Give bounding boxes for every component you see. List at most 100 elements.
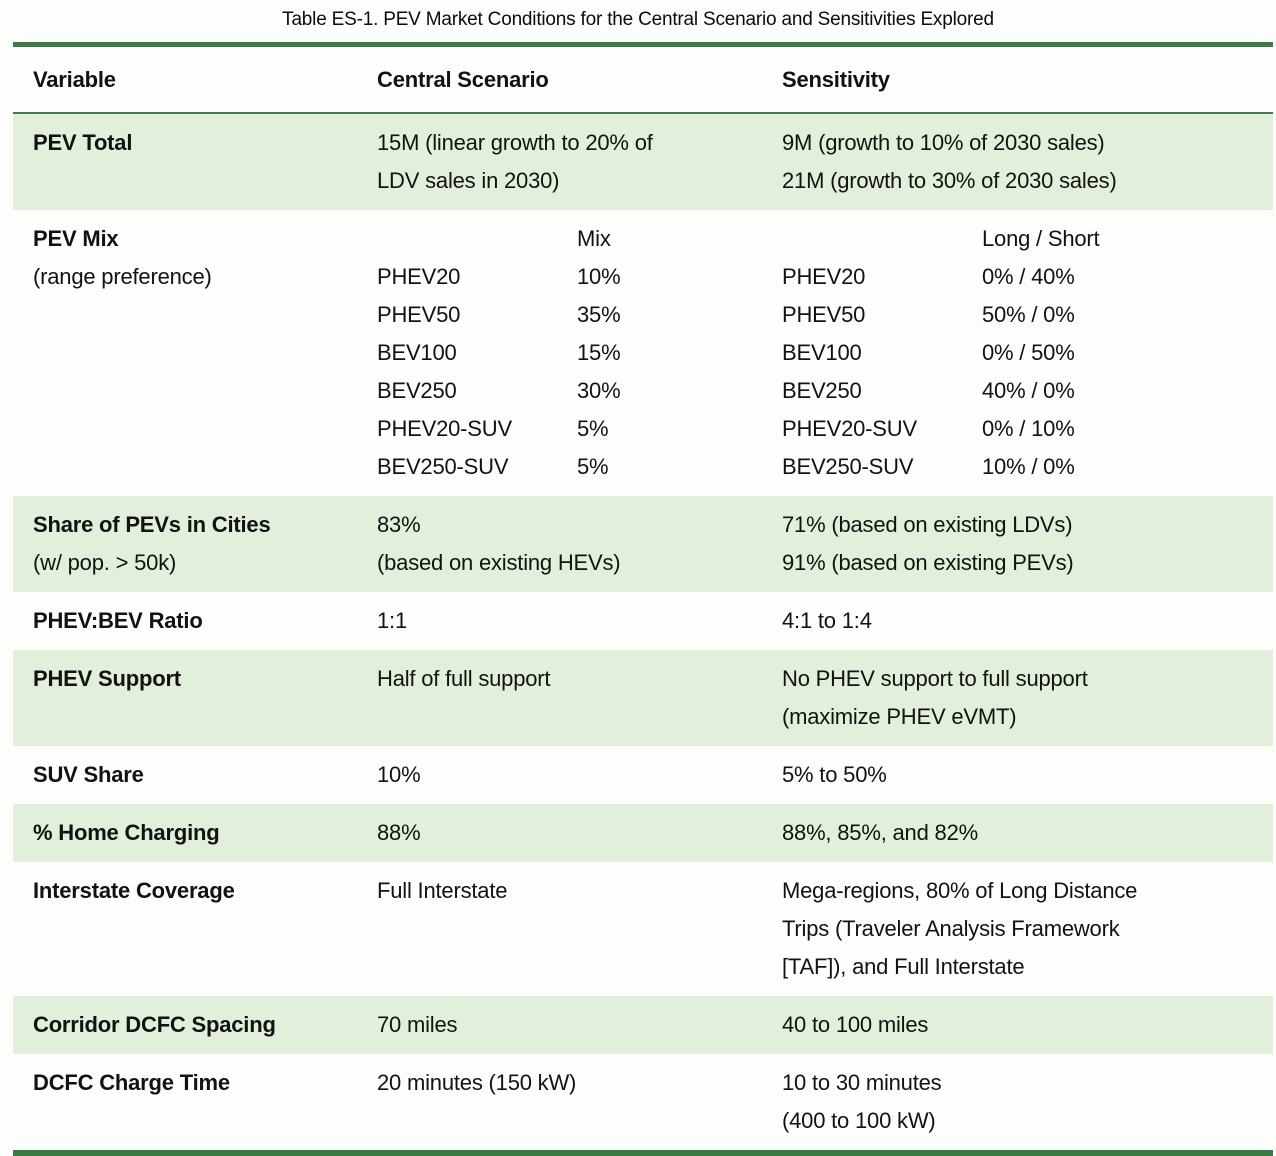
sensitivity-mix-subtable: Long / Short PHEV20 0% / 40% PHEV50 50% … [782,220,1265,486]
cell-central: Mix PHEV20 10% PHEV50 35% BEV100 15% BEV… [365,210,770,496]
table-row-home-charging: % Home Charging 88% 88%, 85%, and 82% [13,804,1273,862]
mix-name: PHEV20 [377,264,461,289]
cell-line: 88%, 85%, and 82% [782,820,978,845]
cell-sensitivity: 4:1 to 1:4 [770,592,1273,650]
pev-market-conditions-table: Variable Central Scenario Sensitivity PE… [13,42,1273,1156]
mix-value: 50% / 0% [982,302,1075,327]
mix-value: 35% [577,302,621,327]
mix-value: 15% [577,340,621,365]
cell-central: 83% (based on existing HEVs) [365,496,770,592]
row-variable-label: PHEV Support [33,666,181,691]
mix-name: BEV250-SUV [377,454,509,479]
cell-line: Trips (Traveler Analysis Framework [782,916,1120,941]
mix-value: 30% [577,378,621,403]
mix-name-blank [782,220,982,258]
mix-value: 5% [577,416,609,441]
cell-central: Full Interstate [365,862,770,996]
cell-sensitivity: Long / Short PHEV20 0% / 40% PHEV50 50% … [770,210,1273,496]
cell-central: Half of full support [365,650,770,746]
col-header-central-scenario: Central Scenario [377,67,549,92]
cell-line: 40 to 100 miles [782,1012,929,1037]
mix-value: 5% [577,454,609,479]
mix-name: BEV250 [782,378,862,403]
mix-value: 10% / 0% [982,454,1075,479]
row-variable-note: (range preference) [33,264,212,289]
row-variable-label: PEV Mix [33,226,119,251]
table-row-share-of-pevs: Share of PEVs in Cities (w/ pop. > 50k) … [13,496,1273,592]
cell-line: Mega-regions, 80% of Long Distance [782,878,1138,903]
cell-line: 15M (linear growth to 20% of [377,130,653,155]
mix-name: BEV250 [377,378,457,403]
cell-variable: Corridor DCFC Spacing [13,996,365,1054]
cell-central: 88% [365,804,770,862]
cell-line: 20 minutes (150 kW) [377,1070,577,1095]
cell-central: 20 minutes (150 kW) [365,1054,770,1150]
row-variable-label: Share of PEVs in Cities [33,512,271,537]
table-row-interstate-coverage: Interstate Coverage Full Interstate Mega… [13,862,1273,996]
row-variable-label: PHEV:BEV Ratio [33,608,203,633]
cell-line: Half of full support [377,666,551,691]
mix-value: 0% / 50% [982,340,1075,365]
cell-variable: PEV Total [13,114,365,210]
mix-name: PHEV50 [377,302,461,327]
cell-line: Full Interstate [377,878,508,903]
cell-sensitivity: 10 to 30 minutes (400 to 100 kW) [770,1054,1273,1150]
central-mix-subtable: Mix PHEV20 10% PHEV50 35% BEV100 15% BEV… [377,220,760,486]
mix-name: BEV100 [782,340,862,365]
table-title: Table ES-1. PEV Market Conditions for th… [282,9,994,30]
cell-line: 91% (based on existing PEVs) [782,550,1074,575]
cell-sensitivity: 88%, 85%, and 82% [770,804,1273,862]
cell-sensitivity: 71% (based on existing LDVs) 91% (based … [770,496,1273,592]
mix-value: 40% / 0% [982,378,1075,403]
cell-sensitivity: No PHEV support to full support (maximiz… [770,650,1273,746]
row-variable-label: Interstate Coverage [33,878,235,903]
table-row-pev-total: PEV Total 15M (linear growth to 20% of L… [13,114,1273,210]
cell-line: 71% (based on existing LDVs) [782,512,1073,537]
mix-name-blank [377,220,577,258]
cell-central: 15M (linear growth to 20% of LDV sales i… [365,114,770,210]
cell-line: [TAF]), and Full Interstate [782,954,1025,979]
mix-subheader: Long / Short [982,226,1100,251]
row-variable-note: (w/ pop. > 50k) [33,550,177,575]
cell-line: 83% [377,512,421,537]
table-row-suv-share: SUV Share 10% 5% to 50% [13,746,1273,804]
cell-central: 70 miles [365,996,770,1054]
cell-line: 21M (growth to 30% of 2030 sales) [782,168,1117,193]
cell-line: 10 to 30 minutes [782,1070,942,1095]
table-header-row: Variable Central Scenario Sensitivity [13,47,1273,114]
mix-value: 0% / 40% [982,264,1075,289]
cell-line: (based on existing HEVs) [377,550,621,575]
table-row-corridor-dcfc-spacing: Corridor DCFC Spacing 70 miles 40 to 100… [13,996,1273,1054]
table-row-dcfc-charge-time: DCFC Charge Time 20 minutes (150 kW) 10 … [13,1054,1273,1150]
cell-sensitivity: 40 to 100 miles [770,996,1273,1054]
table-row-phev-bev-ratio: PHEV:BEV Ratio 1:1 4:1 to 1:4 [13,592,1273,650]
cell-variable: PHEV:BEV Ratio [13,592,365,650]
cell-line: 1:1 [377,608,407,633]
cell-line: 5% to 50% [782,762,887,787]
cell-sensitivity: 5% to 50% [770,746,1273,804]
row-variable-label: DCFC Charge Time [33,1070,230,1095]
cell-line: LDV sales in 2030) [377,168,560,193]
cell-variable: Interstate Coverage [13,862,365,996]
mix-name: PHEV50 [782,302,866,327]
cell-variable: DCFC Charge Time [13,1054,365,1150]
cell-line: 70 miles [377,1012,458,1037]
row-variable-label: SUV Share [33,762,144,787]
mix-name: BEV100 [377,340,457,365]
table-row-phev-support: PHEV Support Half of full support No PHE… [13,650,1273,746]
cell-variable: PHEV Support [13,650,365,746]
mix-name: PHEV20 [782,264,866,289]
cell-line: 88% [377,820,421,845]
mix-value: 10% [577,264,621,289]
row-variable-label: % Home Charging [33,820,220,845]
row-variable-label: Corridor DCFC Spacing [33,1012,276,1037]
mix-subheader: Mix [577,226,611,251]
mix-value: 0% / 10% [982,416,1075,441]
cell-sensitivity: 9M (growth to 10% of 2030 sales) 21M (gr… [770,114,1273,210]
cell-line: (400 to 100 kW) [782,1108,936,1133]
cell-central: 1:1 [365,592,770,650]
mix-name: PHEV20-SUV [782,416,917,441]
cell-central: 10% [365,746,770,804]
mix-name: BEV250-SUV [782,454,914,479]
cell-sensitivity: Mega-regions, 80% of Long Distance Trips… [770,862,1273,996]
